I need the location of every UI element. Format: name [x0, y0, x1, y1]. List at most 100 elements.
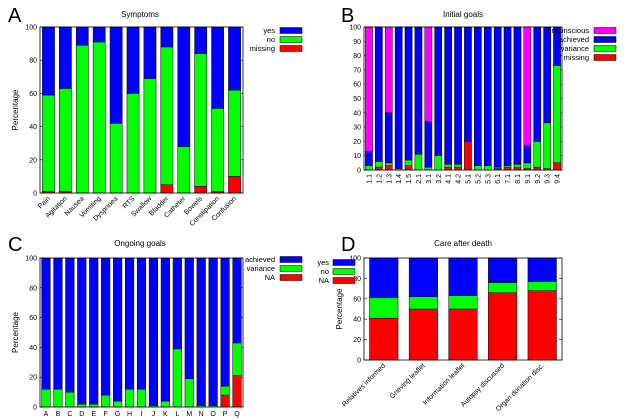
chart-c-bar-achieved-14 — [208, 257, 218, 406]
chart-c-legend-label: achieved — [245, 255, 275, 264]
chart-b-ytick-label: 10 — [353, 153, 361, 160]
chart-a-bar-yes-7 — [160, 26, 174, 48]
chart-c-xtick-label: A — [44, 411, 49, 418]
chart-b-ytick-label: 60 — [353, 82, 361, 89]
chart-c-bar-variance-0 — [41, 388, 51, 408]
chart-b-ytick-label: 20 — [353, 139, 361, 146]
chart-a-bar-yes-5 — [126, 26, 140, 94]
chart-a-bar-no-8 — [177, 146, 191, 194]
chart-a-legend-swatch-no — [279, 36, 303, 43]
chart-a-xtick-label: Pain — [37, 195, 52, 210]
chart-b-bar-achieved-6 — [424, 121, 433, 168]
chart-a-bar-yes-11 — [228, 26, 241, 91]
chart-c-bar-achieved-3 — [77, 257, 87, 405]
chart-a-ytick-label: 20 — [29, 157, 37, 164]
chart-b-bar-missing-9 — [454, 166, 462, 171]
chart-d-xtick-label: Information leaflet — [422, 362, 466, 406]
chart-d-bar-no-1 — [408, 296, 438, 310]
chart-b-xtick-label: 5.2 — [475, 174, 482, 184]
chart-b-xtick-label: 1.5 — [406, 174, 413, 184]
chart-a-bar-no-10 — [211, 108, 224, 192]
chart-b-bar-missing-2 — [384, 165, 393, 171]
chart-b-bar-achieved-13 — [493, 26, 502, 168]
chart-a-legend-swatch-yes — [279, 27, 303, 34]
chart-b-xtick-label: 9.2 — [535, 174, 542, 184]
chart-b-ytick-label: 0 — [357, 168, 361, 175]
chart-d-legend-swatch-NA — [332, 277, 356, 284]
chart-a-bar-yes-6 — [143, 26, 157, 79]
chart-c-bar-achieved-12 — [184, 257, 194, 379]
chart-c-bar-achieved-13 — [196, 257, 206, 406]
chart-a-ylabel: Percentage — [11, 89, 20, 130]
chart-c-legend-label: variance — [247, 264, 275, 273]
chart-c-bar-achieved-8 — [136, 257, 147, 390]
chart-b-bar-variance-6 — [424, 166, 433, 171]
chart-d-bar-yes-3 — [488, 257, 518, 283]
chart-b-xtick-label: 1.1 — [366, 174, 373, 184]
chart-c-bar-variance-7 — [125, 388, 135, 408]
chart-b-bar-variance-7 — [434, 155, 443, 171]
chart-b-xtick-label: 8.1 — [515, 174, 522, 184]
chart-c-ytick-label: 20 — [29, 375, 37, 382]
chart-d-ytick-label: 0 — [357, 358, 361, 365]
chart-c-ytick-label: 0 — [33, 405, 37, 412]
chart-b-bar-missing-15 — [513, 166, 522, 171]
chart-a-bar-yes-4 — [109, 26, 123, 124]
chart-c-legend-label: NA — [265, 273, 275, 282]
chart-b-bar-achieved-14 — [503, 26, 512, 166]
chart-b-bar-achieved-18 — [543, 26, 551, 124]
chart-c-xtick-label: D — [79, 411, 84, 418]
chart-c-xtick-label: L — [175, 411, 179, 418]
chart-d-bar-NA-2 — [448, 308, 478, 361]
chart-a-bar-yes-1 — [59, 26, 72, 89]
chart-b-bar-achieved-11 — [474, 26, 482, 166]
chart-d-xtick-label: Autopsy discussed — [460, 362, 506, 408]
chart-b-bar-variance-17 — [533, 141, 542, 168]
chart-d-letter: D — [341, 234, 355, 256]
chart-d-bar-no-3 — [488, 282, 518, 293]
chart-b-xtick-label: 9.3 — [545, 174, 552, 184]
chart-a-bar-no-5 — [126, 93, 140, 194]
chart-d-bar-no-0 — [369, 297, 399, 319]
chart-b-ytick-label: 90 — [353, 39, 361, 46]
chart-d-ytick-label: 60 — [353, 296, 361, 303]
chart-a-bar-no-11 — [228, 89, 241, 177]
chart-d-bar-yes-1 — [408, 257, 438, 298]
chart-b-bar-missing-4 — [404, 165, 413, 171]
chart-a: A Symptoms020406080100PercentagePainAgita… — [8, 5, 303, 228]
chart-c-xtick-label: J — [152, 411, 156, 418]
chart-c-bar-achieved-0 — [41, 257, 51, 390]
chart-d-bar-NA-0 — [369, 317, 399, 361]
chart-c-xtick-label: I — [141, 411, 143, 418]
chart-c-bar-variance-16 — [232, 342, 242, 376]
chart-c-bar-variance-12 — [184, 378, 194, 408]
chart-c-xtick-label: O — [210, 411, 216, 418]
chart-a-legend-label: no — [267, 35, 275, 44]
chart-c-bar-NA-16 — [232, 375, 242, 408]
chart-b-xtick-label: 3.2 — [436, 174, 443, 184]
chart-b-bar-achieved-12 — [483, 26, 492, 166]
chart-c-bar-variance-8 — [136, 388, 147, 408]
chart-b-legend-swatch-unconscious — [593, 27, 617, 34]
chart-c-legend-swatch-achieved — [279, 256, 303, 263]
chart-b-bar-achieved-3 — [394, 26, 403, 169]
chart-d-ytick-label: 20 — [353, 337, 361, 344]
chart-b-ytick-label: 70 — [353, 67, 361, 74]
chart-a-xtick-label: RTS — [122, 195, 137, 210]
chart-b-bar-missing-10 — [464, 141, 472, 171]
chart-a-title: Symptoms — [121, 10, 159, 19]
chart-c-title: Ongoing goals — [114, 239, 166, 248]
chart-c-bar-variance-1 — [53, 388, 63, 408]
chart-b-bar-achieved-7 — [434, 26, 443, 156]
chart-a-bar-yes-10 — [211, 26, 224, 109]
chart-d-xtick-label: Relatives informed — [341, 362, 387, 408]
chart-a-bar-no-1 — [59, 88, 72, 192]
chart-b-bar-achieved-16 — [523, 145, 532, 164]
chart-d-ytick-label: 80 — [353, 276, 361, 283]
chart-c-bar-achieved-11 — [172, 257, 182, 350]
chart-b-xtick-label: 6.1 — [495, 174, 502, 184]
chart-b-bar-variance-12 — [483, 165, 492, 171]
chart-b-bar-achieved-2 — [384, 112, 393, 164]
chart-b-legend-swatch-achieved — [593, 36, 617, 43]
chart-b-bar-variance-9 — [454, 164, 462, 168]
